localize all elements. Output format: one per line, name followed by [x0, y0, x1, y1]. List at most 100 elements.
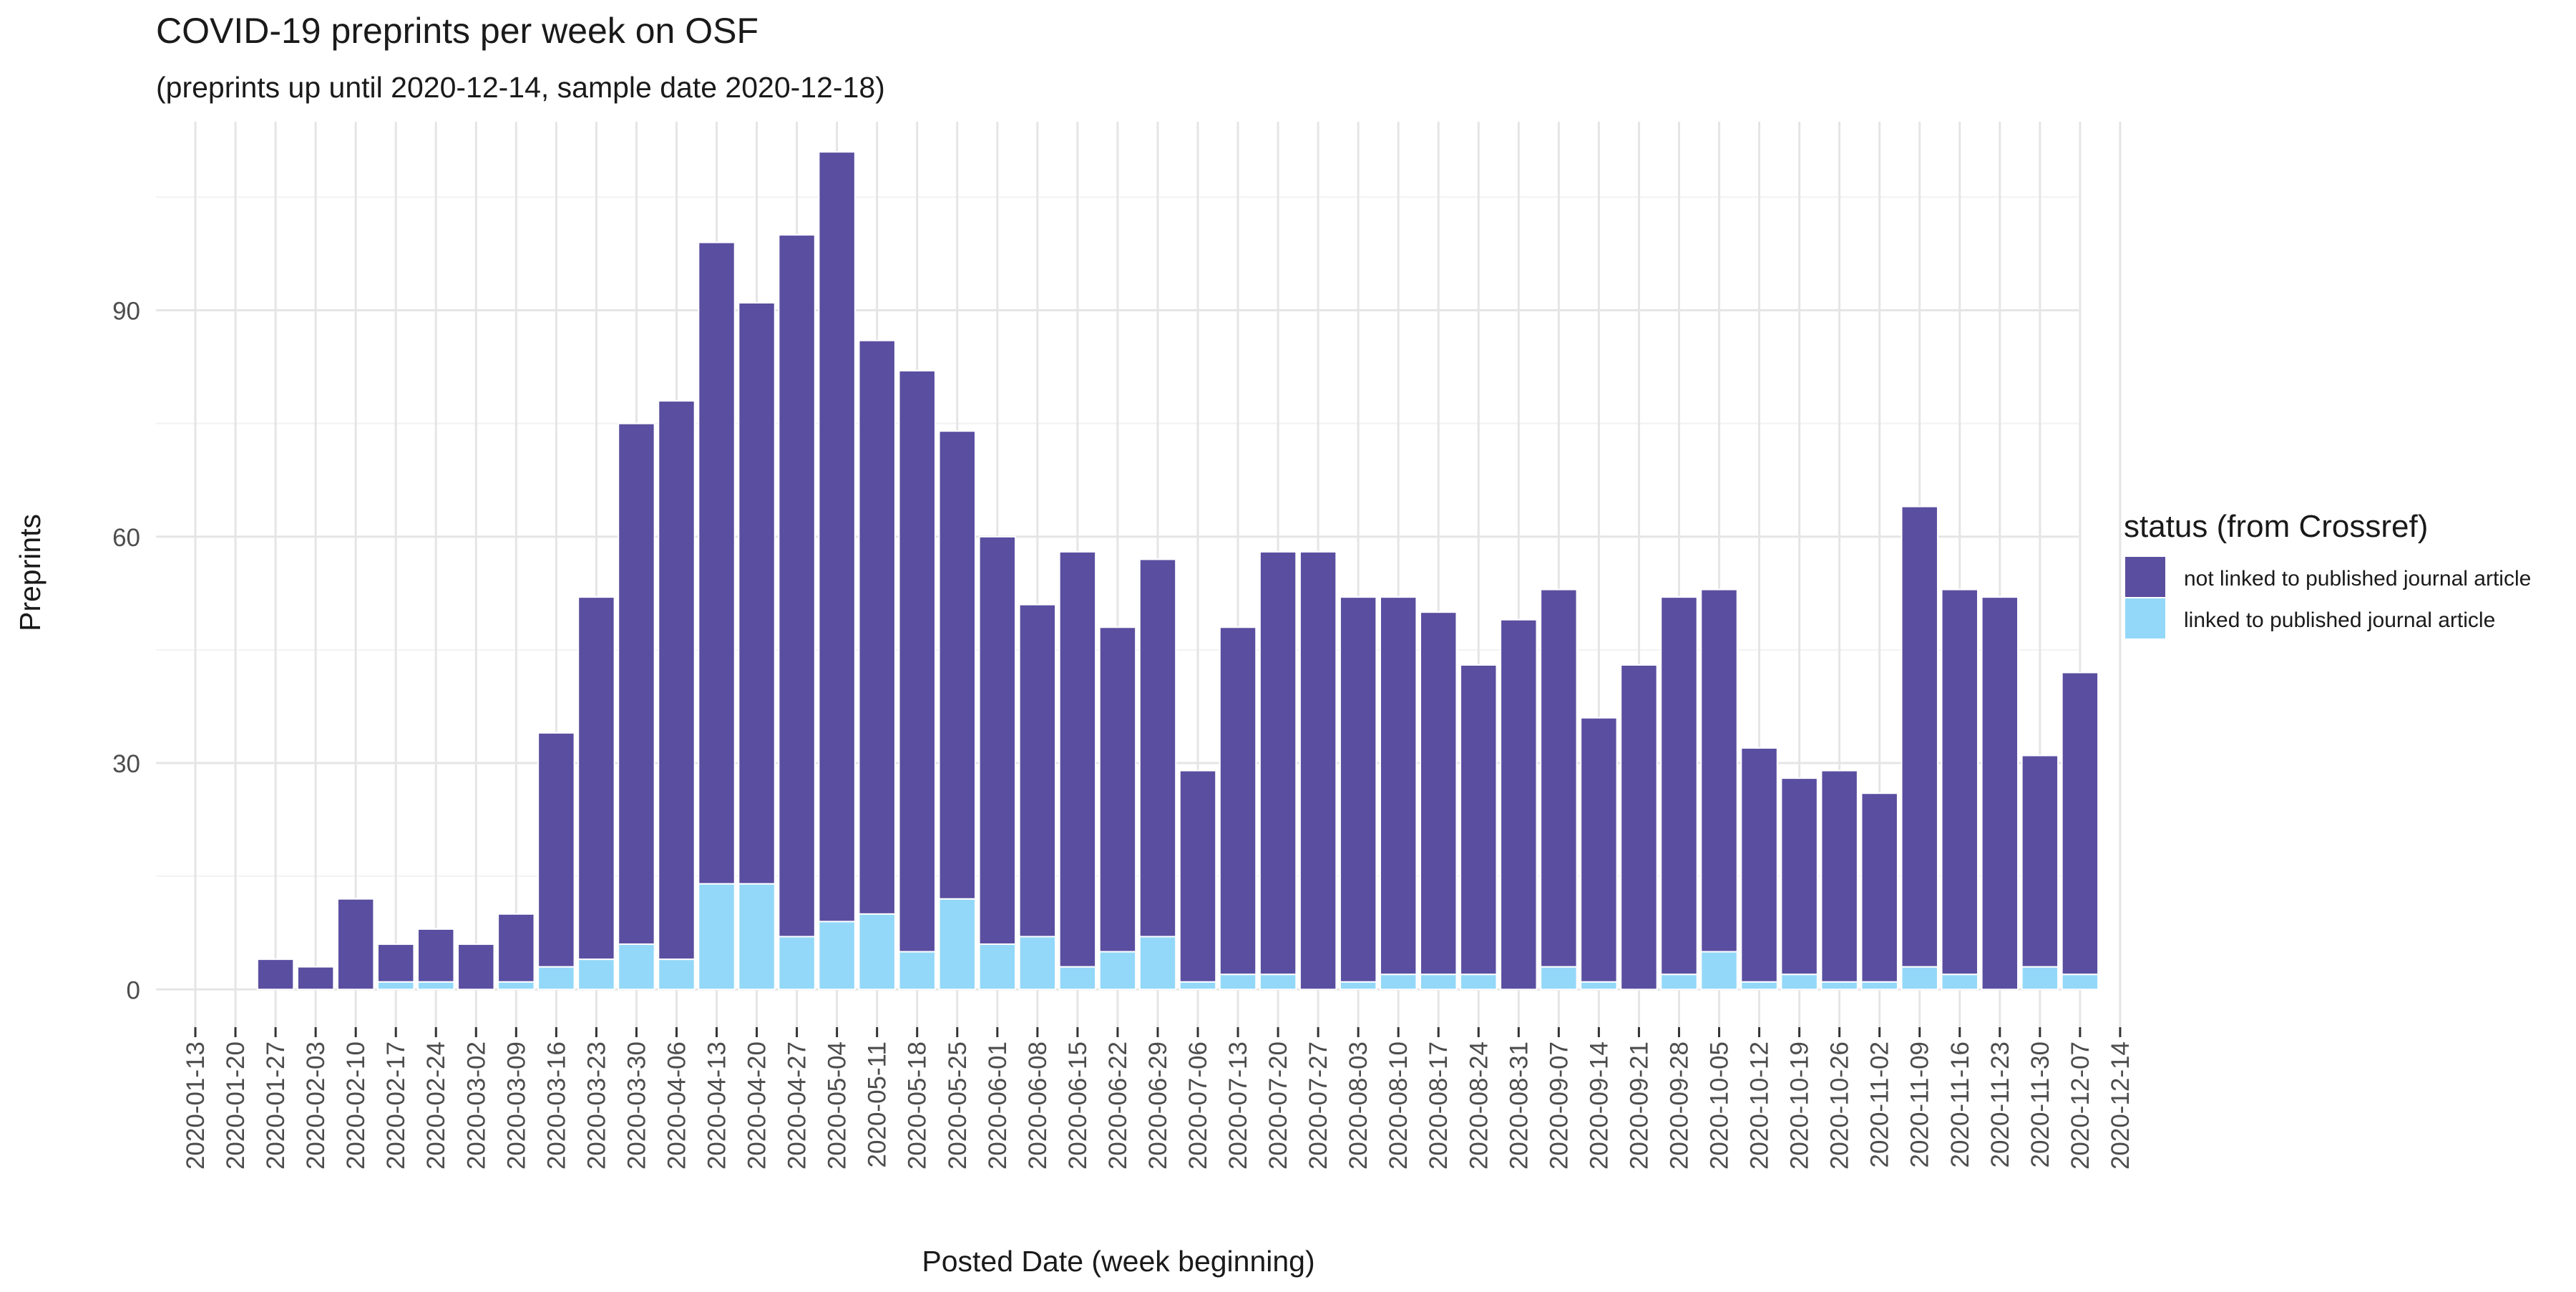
x-tick-label: 2020-11-23 — [1986, 1041, 2014, 1167]
bar-linked-2020-04-27 — [778, 936, 816, 991]
x-tick-label: 2020-08-10 — [1385, 1041, 1413, 1170]
legend-label: linked to published journal article — [2184, 608, 2495, 632]
bar-linked-2020-05-04 — [818, 921, 856, 991]
x-tick-label: 2020-10-26 — [1826, 1041, 1854, 1170]
bar-not-linked-2020-03-09 — [497, 913, 535, 983]
bar-linked-2020-04-06 — [658, 958, 696, 991]
x-tick-label: 2020-08-24 — [1465, 1041, 1493, 1170]
bar-linked-2020-10-19 — [1780, 973, 1818, 991]
bar-not-linked-2020-09-28 — [1660, 596, 1698, 976]
bar-not-linked-2020-06-15 — [1058, 550, 1097, 968]
bar-not-linked-2020-02-10 — [336, 898, 375, 991]
x-tick-label: 2020-01-20 — [222, 1041, 250, 1170]
bar-linked-2020-03-09 — [497, 981, 535, 991]
y-tick-label: 60 — [112, 524, 140, 552]
bar-not-linked-2020-10-19 — [1780, 777, 1818, 976]
bar-linked-2020-06-15 — [1058, 966, 1097, 991]
x-tick-label: 2020-09-28 — [1665, 1041, 1693, 1170]
legend-key-linked — [2125, 598, 2165, 638]
bar-not-linked-2020-07-27 — [1299, 550, 1337, 991]
axis-layer: 0 30 60 90 2020-01-13 2020-01-20 2020-01-27 202… — [112, 298, 2135, 1170]
bar-linked-2020-10-05 — [1700, 951, 1738, 991]
bar-not-linked-2020-10-26 — [1820, 769, 1858, 983]
x-tick-label: 2020-02-03 — [302, 1041, 330, 1170]
bar-linked-2020-08-17 — [1420, 973, 1458, 991]
x-tick-label: 2020-07-13 — [1224, 1041, 1252, 1170]
x-tick-label: 2020-03-02 — [462, 1041, 490, 1170]
bar-not-linked-2020-06-29 — [1138, 558, 1177, 938]
x-axis-title: Posted Date (week beginning) — [922, 1245, 1314, 1278]
legend-title: status (from Crossref) — [2124, 509, 2428, 544]
bar-not-linked-2020-11-02 — [1860, 792, 1898, 983]
x-tick-label: 2020-04-06 — [663, 1041, 691, 1170]
bar-linked-2020-07-13 — [1219, 973, 1257, 991]
bar-linked-2020-08-10 — [1379, 973, 1418, 991]
bar-linked-2020-04-13 — [698, 883, 736, 991]
bar-not-linked-2020-01-27 — [256, 958, 295, 991]
bar-linked-2020-11-30 — [2021, 966, 2059, 991]
bar-linked-2020-03-23 — [577, 958, 615, 991]
bar-not-linked-2020-07-13 — [1219, 626, 1257, 976]
bar-linked-2020-04-20 — [738, 883, 776, 991]
bar-linked-2020-10-26 — [1820, 981, 1858, 991]
bar-not-linked-2020-09-07 — [1540, 588, 1578, 968]
x-tick-label: 2020-03-09 — [502, 1041, 530, 1170]
bar-not-linked-2020-05-04 — [818, 151, 856, 923]
bar-linked-2020-09-07 — [1540, 966, 1578, 991]
bar-not-linked-2020-11-09 — [1901, 505, 1938, 968]
bar-not-linked-2020-08-31 — [1500, 618, 1538, 991]
bar-linked-2020-05-11 — [858, 913, 896, 991]
x-tick-label: 2020-06-29 — [1144, 1041, 1172, 1170]
x-tick-label: 2020-07-27 — [1304, 1041, 1332, 1170]
x-tick-label: 2020-05-18 — [904, 1041, 932, 1170]
x-tick-label: 2020-04-20 — [743, 1041, 771, 1170]
x-tick-label: 2020-12-07 — [2067, 1041, 2094, 1170]
bar-not-linked-2020-05-25 — [938, 430, 976, 900]
bar-not-linked-2020-11-30 — [2021, 754, 2059, 968]
x-tick-label: 2020-07-20 — [1264, 1041, 1292, 1170]
bar-linked-2020-06-22 — [1098, 951, 1137, 991]
x-tick-label: 2020-08-31 — [1505, 1041, 1533, 1170]
bar-not-linked-2020-03-16 — [537, 732, 575, 968]
bar-linked-2020-07-06 — [1179, 981, 1217, 991]
chart-title: COVID-19 preprints per week on OSF — [156, 11, 758, 51]
bar-not-linked-2020-02-24 — [417, 928, 455, 983]
bar-linked-2020-06-01 — [978, 943, 1017, 991]
bar-linked-2020-11-02 — [1860, 981, 1898, 991]
bar-not-linked-2020-02-03 — [296, 966, 335, 991]
bar-not-linked-2020-09-21 — [1620, 664, 1658, 991]
bar-not-linked-2020-06-08 — [1018, 603, 1057, 938]
legend-label: not linked to published journal article — [2184, 567, 2531, 591]
bar-linked-2020-02-24 — [417, 981, 455, 991]
bar-linked-2020-09-28 — [1660, 973, 1698, 991]
bar-not-linked-2020-09-14 — [1580, 717, 1618, 983]
bar-not-linked-2020-03-30 — [618, 422, 655, 946]
bar-not-linked-2020-02-17 — [376, 943, 415, 983]
x-tick-label: 2020-10-12 — [1746, 1041, 1774, 1170]
bar-not-linked-2020-07-06 — [1179, 769, 1217, 983]
x-tick-label: 2020-12-14 — [2107, 1041, 2135, 1170]
bar-not-linked-2020-08-17 — [1420, 611, 1458, 976]
x-tick-label: 2020-01-27 — [262, 1041, 290, 1170]
bar-not-linked-2020-08-03 — [1339, 596, 1377, 983]
bar-linked-2020-06-29 — [1138, 936, 1177, 991]
x-tick-label: 2020-04-13 — [703, 1041, 731, 1170]
x-tick-label: 2020-11-09 — [1906, 1041, 1934, 1167]
x-tick-label: 2020-11-02 — [1866, 1041, 1894, 1167]
x-tick-label: 2020-06-22 — [1104, 1041, 1132, 1170]
bar-not-linked-2020-10-12 — [1740, 747, 1778, 983]
chart-subtitle: (preprints up until 2020-12-14, sample d… — [156, 71, 885, 104]
x-tick-label: 2020-09-21 — [1625, 1041, 1653, 1170]
bar-not-linked-2020-08-24 — [1460, 664, 1498, 976]
bar-not-linked-2020-06-01 — [978, 535, 1017, 946]
x-tick-label: 2020-11-30 — [2026, 1041, 2054, 1167]
bar-layer — [256, 151, 2099, 991]
x-tick-label: 2020-08-03 — [1345, 1041, 1372, 1170]
bar-not-linked-2020-10-05 — [1700, 588, 1738, 953]
bar-linked-2020-11-16 — [1941, 973, 1979, 991]
x-tick-label: 2020-03-16 — [542, 1041, 570, 1170]
x-tick-label: 2020-05-25 — [944, 1041, 972, 1170]
bar-linked-2020-07-20 — [1259, 973, 1297, 991]
x-tick-label: 2020-07-06 — [1184, 1041, 1212, 1170]
